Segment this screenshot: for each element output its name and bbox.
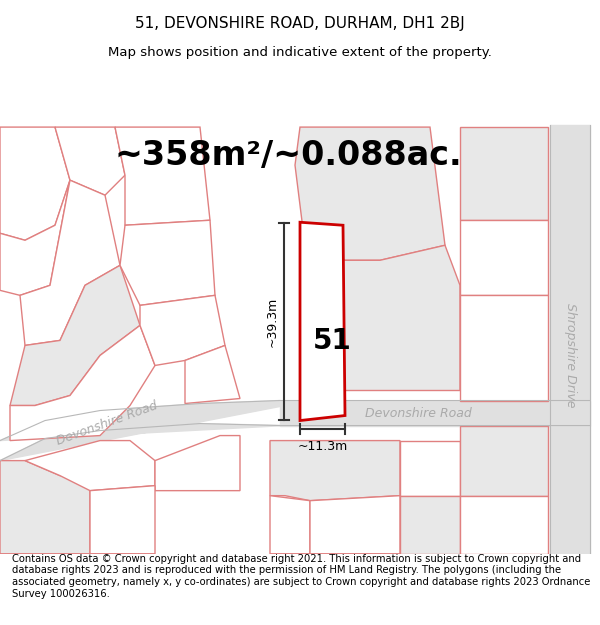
Polygon shape xyxy=(270,441,400,501)
Polygon shape xyxy=(10,265,140,406)
Polygon shape xyxy=(25,441,155,491)
Polygon shape xyxy=(300,222,345,421)
Text: Devonshire Road: Devonshire Road xyxy=(365,407,472,420)
Polygon shape xyxy=(270,496,310,554)
Polygon shape xyxy=(55,127,125,195)
Polygon shape xyxy=(280,401,590,426)
Polygon shape xyxy=(0,461,90,554)
Polygon shape xyxy=(460,127,548,220)
Polygon shape xyxy=(400,441,460,496)
Text: Contains OS data © Crown copyright and database right 2021. This information is : Contains OS data © Crown copyright and d… xyxy=(12,554,590,599)
Polygon shape xyxy=(155,436,240,491)
Polygon shape xyxy=(460,220,548,296)
Polygon shape xyxy=(0,180,70,296)
Polygon shape xyxy=(460,296,548,401)
Text: Map shows position and indicative extent of the property.: Map shows position and indicative extent… xyxy=(108,46,492,59)
Text: Devonshire Road: Devonshire Road xyxy=(55,399,160,448)
Text: 51: 51 xyxy=(313,327,352,355)
Polygon shape xyxy=(0,127,70,240)
Polygon shape xyxy=(90,486,155,554)
Text: Shropshire Drive: Shropshire Drive xyxy=(563,303,577,408)
Text: ~39.3m: ~39.3m xyxy=(265,296,278,346)
Polygon shape xyxy=(115,127,210,225)
Text: 51, DEVONSHIRE ROAD, DURHAM, DH1 2BJ: 51, DEVONSHIRE ROAD, DURHAM, DH1 2BJ xyxy=(135,16,465,31)
Polygon shape xyxy=(0,401,285,461)
Text: ~358m²/~0.088ac.: ~358m²/~0.088ac. xyxy=(115,139,463,172)
Polygon shape xyxy=(20,180,120,346)
Polygon shape xyxy=(550,125,590,554)
Text: ~11.3m: ~11.3m xyxy=(298,440,347,453)
Polygon shape xyxy=(310,496,400,554)
Polygon shape xyxy=(460,496,548,554)
Polygon shape xyxy=(305,245,460,391)
Polygon shape xyxy=(460,426,548,496)
Polygon shape xyxy=(10,326,155,441)
Polygon shape xyxy=(185,346,240,404)
Polygon shape xyxy=(295,127,445,260)
Polygon shape xyxy=(400,496,460,554)
Polygon shape xyxy=(120,220,215,306)
Polygon shape xyxy=(140,296,225,366)
